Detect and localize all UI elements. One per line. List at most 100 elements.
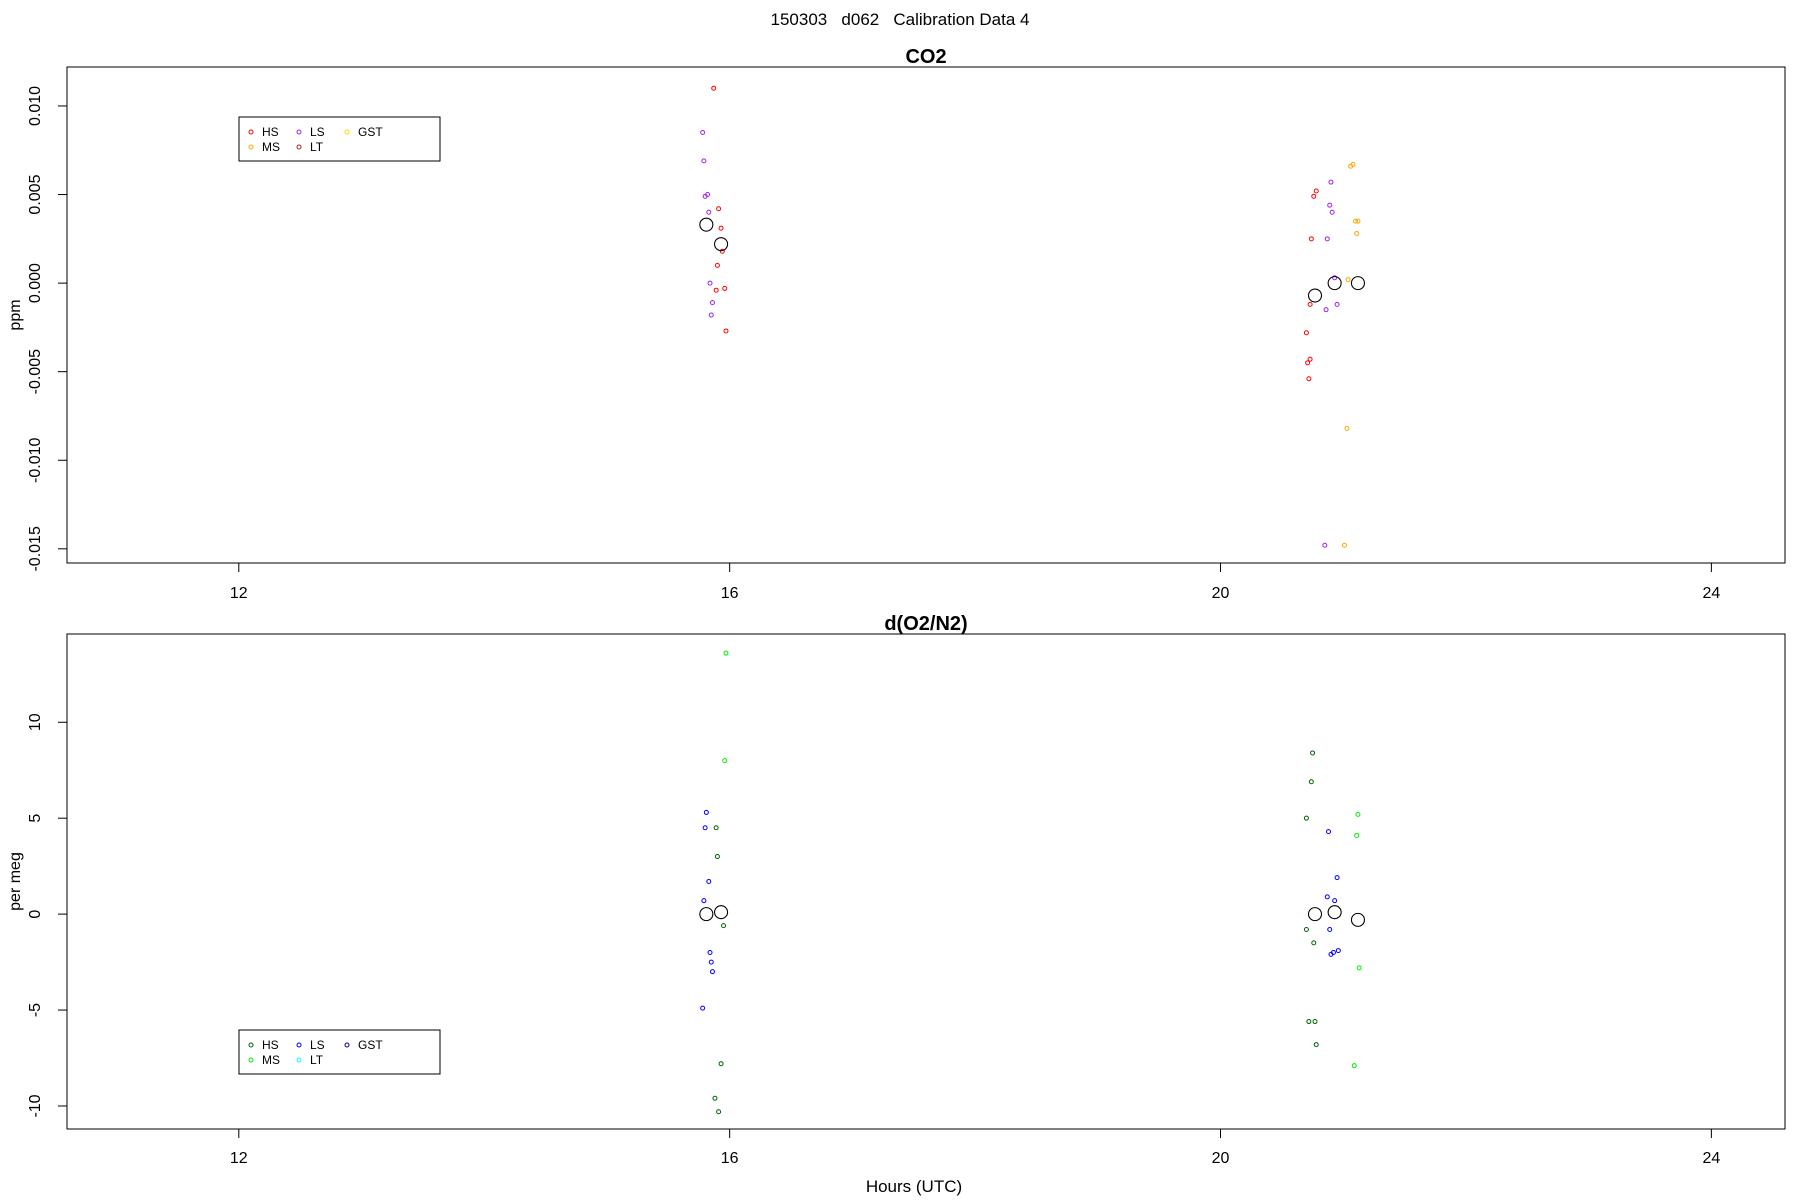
y-tick-label: 0.005 [27,174,44,214]
data-point-ms [1356,965,1362,971]
x-tick-label: 16 [721,585,739,602]
data-point-ls [1334,875,1340,881]
legend-label: LS [310,125,325,139]
legend-label: LT [310,140,324,154]
data-point-hs [714,854,720,860]
legend-label: HS [262,125,279,139]
data-point-hs [716,1109,722,1115]
data-point-hs [1306,376,1312,382]
data-point-hs [1305,360,1311,366]
data-point-hs [1313,1042,1319,1048]
data-point-ms [1341,542,1347,548]
mean-point [714,905,729,920]
data-point-ls [703,809,709,815]
data-point-ls [1324,236,1330,242]
data-point-hs [718,225,724,231]
data-point-ms [1351,1063,1357,1069]
mean-point [1307,288,1323,303]
data-point-hs [1313,188,1319,194]
data-point-ls [709,969,715,975]
data-point-hs [713,825,719,831]
data-point-ms [1348,163,1354,169]
mean-point [714,237,729,252]
data-point-ls [1332,275,1338,281]
mean-point [1327,905,1342,920]
data-point-hs [1310,750,1316,756]
data-point-ls [706,879,712,884]
legend-marker [248,1042,254,1048]
data-point-ls [702,825,708,831]
legend-label: HS [262,1038,279,1052]
mean-point [1327,276,1342,291]
legend-marker [344,1042,350,1048]
legend-marker [344,129,350,135]
chart-title: CO2 [905,46,946,68]
x-tick-label: 20 [1212,585,1230,602]
x-tick-label: 12 [230,585,248,602]
data-point-ms [1355,811,1361,817]
y-axis-label: ppm [7,299,24,330]
data-point-hs [1303,815,1309,821]
legend-box [238,116,441,162]
data-point-ls [1328,179,1334,185]
x-tick-label: 12 [230,1150,248,1167]
x-tick-label: 24 [1702,585,1720,602]
legend-marker [296,129,302,135]
legend-label: GST [358,125,383,139]
y-tick-label: -0.015 [27,526,44,571]
y-tick-label: 5 [27,814,44,823]
chart-panel-2: d(O2/N2) 12 16 20 24 -10 -5 0 5 10 per meg Hours (U… [7,613,1786,1196]
data-point-ms [1353,218,1358,224]
data-point-ms [723,650,729,656]
x-axis-label: Hours (UTC) [866,1177,962,1196]
y-tick-label: 0 [27,910,44,919]
plot-frame [66,633,1786,1130]
legend-marker [248,1057,254,1063]
data-point-hs [716,206,722,212]
data-point-hs [714,262,720,268]
legend-label: MS [262,140,280,154]
data-point-hs [723,328,729,334]
x-tick-label: 20 [1212,1150,1230,1167]
data-point-ls [1334,301,1340,307]
x-tick-label: 24 [1702,1150,1720,1167]
data-point-hs [713,287,719,293]
legend-marker [296,1042,302,1048]
y-tick-label: 0.010 [27,86,44,126]
x-tick-label: 16 [721,1150,739,1167]
data-point-ls [700,130,706,136]
data-point-ls [1326,829,1332,835]
data-point-hs [1311,193,1317,199]
y-tick-label: -0.005 [27,349,44,394]
data-point-ls [1322,542,1328,548]
legend-label: LT [310,1053,324,1067]
mean-point [699,217,714,232]
legend-label: GST [358,1038,383,1052]
data-point-hs [722,285,728,291]
data-point-ms [1354,832,1360,838]
data-point-ls [1324,894,1330,900]
data-point-ls [1327,926,1333,932]
data-point-ls [1329,209,1335,215]
data-point-ms [1354,231,1360,237]
legend-marker [248,144,254,150]
data-point-ls [700,1005,706,1011]
data-point-ls [1332,898,1338,904]
data-point-hs [719,248,725,254]
data-point-hs [1307,356,1313,362]
chart-title: d(O2/N2) [884,613,967,635]
data-point-hs [1303,926,1309,932]
legend-marker [296,144,302,150]
data-point-hs [1306,1019,1312,1025]
chart-panel-1: CO2 12 16 20 24 -0.015 -0.010 -0.005 0.000 0.005 0… [7,46,1786,602]
data-point-hs [1308,236,1314,242]
data-point-ls [1323,307,1329,313]
data-point-hs [718,1061,724,1067]
data-point-ls [1327,202,1333,208]
y-tick-label: 10 [27,713,44,731]
data-point-hs [1312,1019,1318,1025]
data-point-hs [712,1095,718,1101]
data-point-hs [721,923,727,929]
data-point-ls [708,312,714,318]
